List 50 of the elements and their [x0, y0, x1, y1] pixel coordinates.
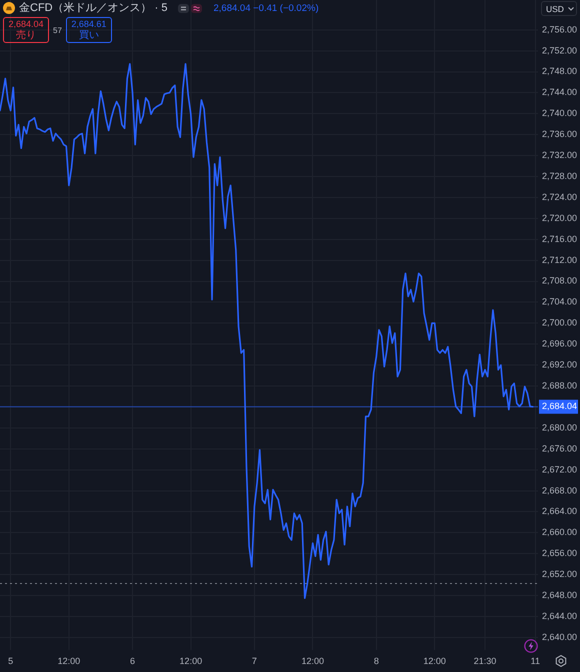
x-tick-label: 7 [252, 656, 257, 666]
currency-dropdown[interactable]: USD [541, 1, 577, 16]
buy-button[interactable]: 2,684.61 買い [66, 17, 112, 43]
y-tick-label: 2,716.00 [542, 234, 578, 244]
x-tick-label: 12:00 [180, 656, 202, 666]
y-tick-label: 2,752.00 [542, 45, 578, 56]
x-tick-label: 11 [530, 656, 540, 666]
sell-button[interactable]: 2,684.04 売り [3, 17, 49, 43]
y-tick-label: 2,660.00 [542, 527, 578, 538]
y-tick-label: 2,652.00 [542, 569, 578, 580]
y-tick-label: 2,740.00 [542, 108, 578, 118]
annotation: 57 [53, 26, 62, 34]
y-tick-label: 2,656.00 [542, 548, 578, 558]
annotation: 2,684.04 −0.41 (−0.02%) [214, 2, 319, 14]
y-tick-label: 2,736.00 [542, 129, 578, 140]
y-tick-label: 2,748.00 [542, 66, 578, 76]
y-tick-label: 2,672.00 [542, 464, 578, 474]
y-tick-label: 2,692.00 [542, 360, 578, 370]
ref-line-label: 2,684.04 [542, 401, 578, 412]
y-tick-label: 2,688.00 [542, 380, 578, 391]
y-tick-label: 2,664.00 [542, 506, 578, 516]
y-tick-label: 2,704.00 [542, 296, 578, 307]
y-tick-label: 2,648.00 [542, 590, 578, 600]
y-tick-label: 2,708.00 [542, 276, 578, 286]
x-tick-label: 6 [130, 656, 136, 666]
x-tick-label: 12:00 [423, 656, 446, 666]
y-tick-label: 2,744.00 [542, 87, 578, 98]
y-tick-label: 2,712.00 [542, 254, 578, 265]
x-tick-label: 5 [8, 656, 14, 666]
x-tick-label: 12:00 [58, 656, 80, 666]
y-tick-label: 2,640.00 [542, 632, 578, 642]
annotation: 買い [78, 30, 100, 41]
annotation: 2,684.04 [7, 19, 45, 30]
y-tick-label: 2,728.00 [542, 170, 578, 181]
x-tick-label: 12:00 [301, 656, 324, 666]
y-tick-label: 2,644.00 [542, 610, 578, 621]
y-tick-label: 2,680.00 [542, 422, 578, 432]
y-tick-label: 2,720.00 [542, 212, 578, 223]
annotation: 売り [15, 30, 37, 41]
x-tick-label: 21:30 [474, 656, 496, 666]
y-tick-label: 2,668.00 [542, 485, 578, 496]
y-tick-label: 2,732.00 [542, 150, 578, 160]
y-tick-label: 2,696.00 [542, 338, 578, 349]
y-tick-label: 2,756.00 [542, 24, 578, 34]
y-tick-label: 2,724.00 [542, 192, 578, 202]
chart-title: 金CFD（米ドル／オンス） · 5 [19, 1, 168, 15]
annotation: 2,684.61 [70, 19, 108, 30]
y-tick-label: 2,676.00 [542, 443, 578, 454]
x-tick-label: 8 [374, 656, 379, 666]
y-tick-label: 2,700.00 [542, 318, 578, 328]
